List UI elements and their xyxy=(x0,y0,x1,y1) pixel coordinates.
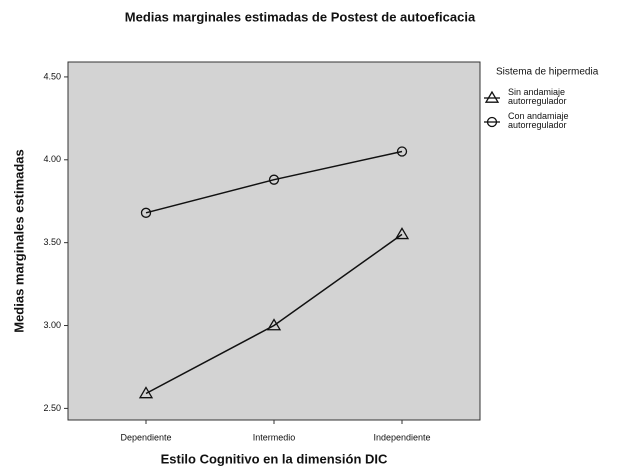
x-tick-label: Intermedio xyxy=(253,432,296,442)
legend-label: Con andamiaje autorregulador xyxy=(508,111,569,130)
x-tick-label: Independiente xyxy=(373,432,430,442)
plot-area xyxy=(67,61,481,421)
series-line xyxy=(145,233,403,395)
legend-label: Sin andamiaje autorregulador xyxy=(508,87,567,106)
legend-marker xyxy=(486,116,498,128)
legend-title: Sistema de hipermedia xyxy=(496,67,599,78)
y-axis-label: Medias marginales estimadas xyxy=(11,149,26,333)
y-tick-label: 4.50 xyxy=(43,71,61,81)
data-point xyxy=(266,318,282,331)
data-point xyxy=(138,386,154,399)
data-point xyxy=(396,146,408,157)
data-point xyxy=(394,227,410,240)
y-tick-label: 3.50 xyxy=(43,237,61,247)
x-tick-label: Dependiente xyxy=(120,432,171,442)
data-point xyxy=(268,174,280,185)
chart-title: Medias marginales estimadas de Postest d… xyxy=(125,9,476,24)
x-axis-label: Estilo Cognitivo en la dimensión DIC xyxy=(161,451,388,466)
data-point xyxy=(140,207,152,218)
legend-marker xyxy=(484,90,500,103)
y-tick-label: 4.00 xyxy=(43,154,61,164)
y-tick-label: 2.50 xyxy=(43,403,61,413)
series-line xyxy=(145,150,403,214)
y-tick-label: 3.00 xyxy=(43,320,61,330)
